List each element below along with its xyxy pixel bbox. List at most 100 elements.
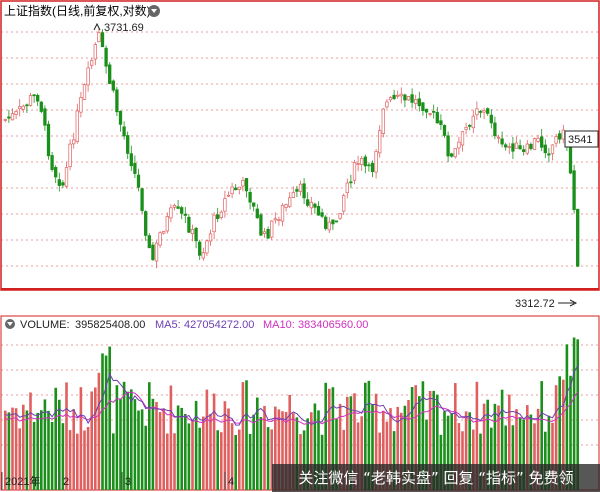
volume-bar [126,391,129,490]
candle-body [352,162,357,181]
volume-bar [252,414,255,490]
volume-bar [4,410,7,490]
volume-bar [364,382,367,490]
volume-bar [216,430,219,490]
volume-bar [122,381,126,490]
volume-bar [144,425,147,490]
candle-body [223,198,227,212]
volume-bar [108,346,111,490]
candle-body [316,205,321,216]
ma5-legend-label: MA5: [155,319,181,331]
volume-bar [79,387,83,490]
volume-bar [104,355,108,490]
volume-bar [331,387,335,490]
volume-bar [94,387,97,490]
volume-bar [281,411,284,490]
arrow-right-icon [569,299,578,307]
candle-body [396,94,400,97]
volume-bar [569,375,572,490]
ma10-line [5,391,579,425]
ma5-legend-value: 427054272.00 [184,319,254,331]
candle-body [262,231,267,235]
candle-body [554,136,558,144]
candle-body [435,112,439,124]
volume-bar [83,430,86,490]
chevron-down-icon[interactable] [7,322,13,326]
volume-bar [335,418,338,490]
candle-body [486,108,490,114]
candle-body [453,148,457,158]
candle-body [21,105,25,110]
volume-bar [554,385,558,490]
candle-body [424,108,429,113]
candle-body [298,183,303,192]
candle-body [439,120,443,125]
volume-bar [155,402,158,490]
candle-body [342,195,346,212]
volume-bar [310,412,313,490]
candle-body [277,219,281,221]
volume-bar [511,425,515,490]
candle-body [234,187,238,191]
volume-bar [198,427,201,490]
candle-body [561,129,565,140]
volume-legend-value: 395825408.00 [75,319,145,331]
candle-body [522,149,526,152]
candle-body [54,167,58,178]
last-price-label: 3541 [568,134,592,146]
volume-legend-label: VOLUME: [20,319,70,331]
candle-body [399,93,403,97]
volume-bar [389,408,392,490]
volume-bar [558,376,561,490]
volume-bar [7,412,11,490]
volume-bar [328,388,331,490]
volume-bar [425,419,428,490]
volume-bar [97,372,101,490]
volume-bar [576,339,579,490]
volume-bar [450,413,453,490]
volume-bar [472,429,475,490]
x-tick-label: 2 [63,476,69,488]
candle-body [208,233,213,242]
candle-body [334,220,339,223]
candle-body [543,144,547,154]
candle-body [493,122,497,137]
volume-bar [176,405,180,490]
volume-bar [522,419,525,490]
candle-body [118,110,123,125]
candle-body [403,94,407,101]
candle-body [108,64,112,84]
candle-body [568,142,573,174]
chevron-down-icon[interactable] [151,9,157,13]
volume-bar [140,409,144,490]
candle-body [284,204,288,208]
candle-body [324,216,328,229]
volume-bar [482,403,486,490]
volume-bar [148,382,151,490]
volume-bar [29,392,32,490]
volume-bar [202,416,205,490]
candle-body [219,211,223,219]
volume-bar [536,408,540,490]
volume-bar [454,383,457,490]
volume-bar [194,400,198,490]
volume-bar [493,403,497,490]
candle-body [363,156,367,167]
volume-bar [248,433,252,490]
volume-bar [346,396,349,490]
ma10-legend-value: 383406560.00 [298,319,368,331]
volume-bar [241,382,245,490]
volume-bar [274,406,277,490]
volume-bar [572,337,576,490]
volume-bar [508,394,511,490]
ma10-legend-label: MA10: [263,319,295,331]
watermark-banner: 关注微信 “老韩实盘” 回复 “指标” 免费领 [272,464,600,492]
volume-bar [439,434,443,490]
candle-body [104,47,108,67]
volume-bar [184,413,187,490]
candle-body [540,136,544,148]
candle-body [126,135,130,154]
volume-bar [302,430,306,490]
candle-body [75,110,79,142]
volume-bar [72,409,75,490]
